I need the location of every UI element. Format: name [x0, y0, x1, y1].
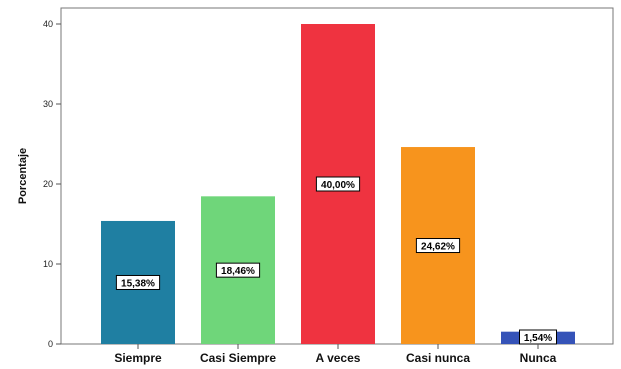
y-tick-label: 30 — [43, 99, 53, 109]
data-label-box — [315, 176, 361, 192]
x-category-label: Casi Siempre — [200, 351, 276, 365]
x-category-label: Siempre — [114, 351, 162, 365]
y-tick-label: 10 — [43, 259, 53, 269]
data-label: 18,46% — [221, 266, 255, 277]
y-tick-label: 20 — [43, 179, 53, 189]
data-label: 40,00% — [321, 180, 355, 191]
data-label: 24,62% — [421, 242, 455, 253]
y-tick-label: 40 — [43, 19, 53, 29]
data-label: 15,38% — [121, 278, 155, 289]
data-label-box — [115, 274, 161, 290]
x-axis: Siempre Casi Siempre A veces Casi nunca Nunc… — [114, 344, 557, 365]
y-axis-label: Porcentaje — [17, 148, 29, 204]
x-category-label: Nunca — [520, 351, 557, 365]
x-category-label: Casi nunca — [406, 351, 470, 365]
x-category-label: A veces — [316, 351, 361, 365]
y-tick-label: 0 — [48, 339, 53, 349]
y-axis: 0 10 20 30 40 — [43, 19, 61, 349]
bars-group: 15,38% 18,46% 40,00% 24,62% 1,54% — [101, 24, 575, 345]
data-label-box — [415, 238, 461, 254]
data-label: 1,54% — [524, 333, 552, 344]
data-label-box — [215, 262, 261, 278]
